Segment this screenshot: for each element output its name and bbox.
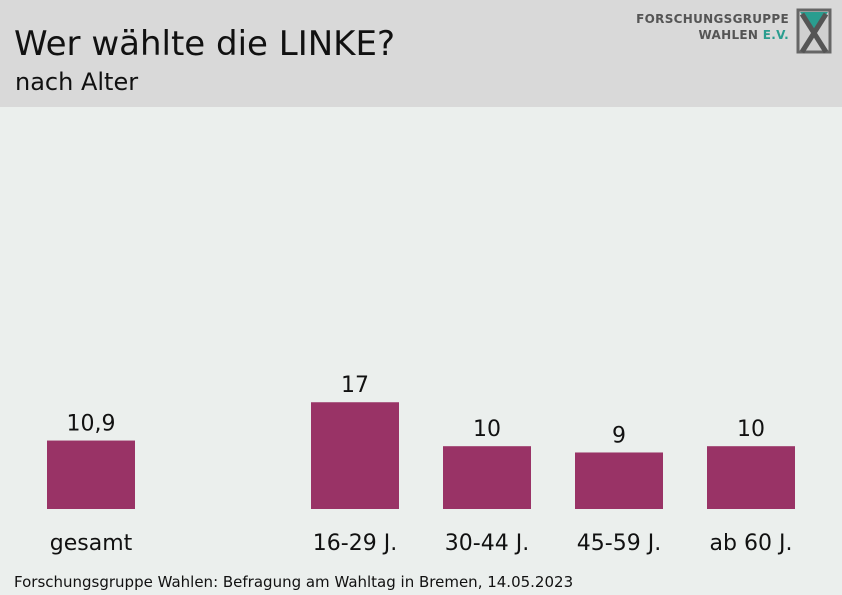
value-label-3: 9 [612, 423, 626, 448]
bar-2 [443, 446, 531, 509]
category-label-1: 16-29 J. [313, 531, 397, 556]
chart-title: Wer wählte die LINKE? [14, 24, 396, 64]
category-label-4: ab 60 J. [710, 531, 793, 556]
value-label-0: 10,9 [67, 412, 116, 437]
category-label-2: 30-44 J. [445, 531, 529, 556]
logo-text-ev: E.V. [762, 28, 789, 42]
logo-text-line1: FORSCHUNGSGRUPPE [636, 12, 789, 26]
chart-subtitle: nach Alter [15, 68, 139, 96]
category-label-0: gesamt [50, 531, 133, 556]
logo: FORSCHUNGSGRUPPE WAHLEN E.V. [636, 8, 836, 58]
value-label-2: 10 [473, 417, 501, 442]
logo-x-icon [796, 8, 832, 54]
source-note: Forschungsgruppe Wahlen: Befragung am Wa… [14, 573, 574, 591]
bar-1 [311, 402, 399, 509]
logo-text-line2: WAHLEN E.V. [699, 28, 789, 42]
bar-3 [575, 452, 663, 509]
value-label-4: 10 [737, 417, 765, 442]
header: Wer wählte die LINKE? nach Alter FORSCHU… [0, 0, 842, 107]
bar-0 [47, 440, 135, 509]
bar-4 [707, 446, 795, 509]
logo-text-wahlen: WAHLEN [698, 28, 759, 42]
category-label-3: 45-59 J. [577, 531, 661, 556]
bar-chart: 10,9 gesamt 17 16-29 J. 10 30-44 J. 9 45-59 J. 1… [47, 373, 795, 556]
value-label-1: 17 [341, 373, 369, 398]
